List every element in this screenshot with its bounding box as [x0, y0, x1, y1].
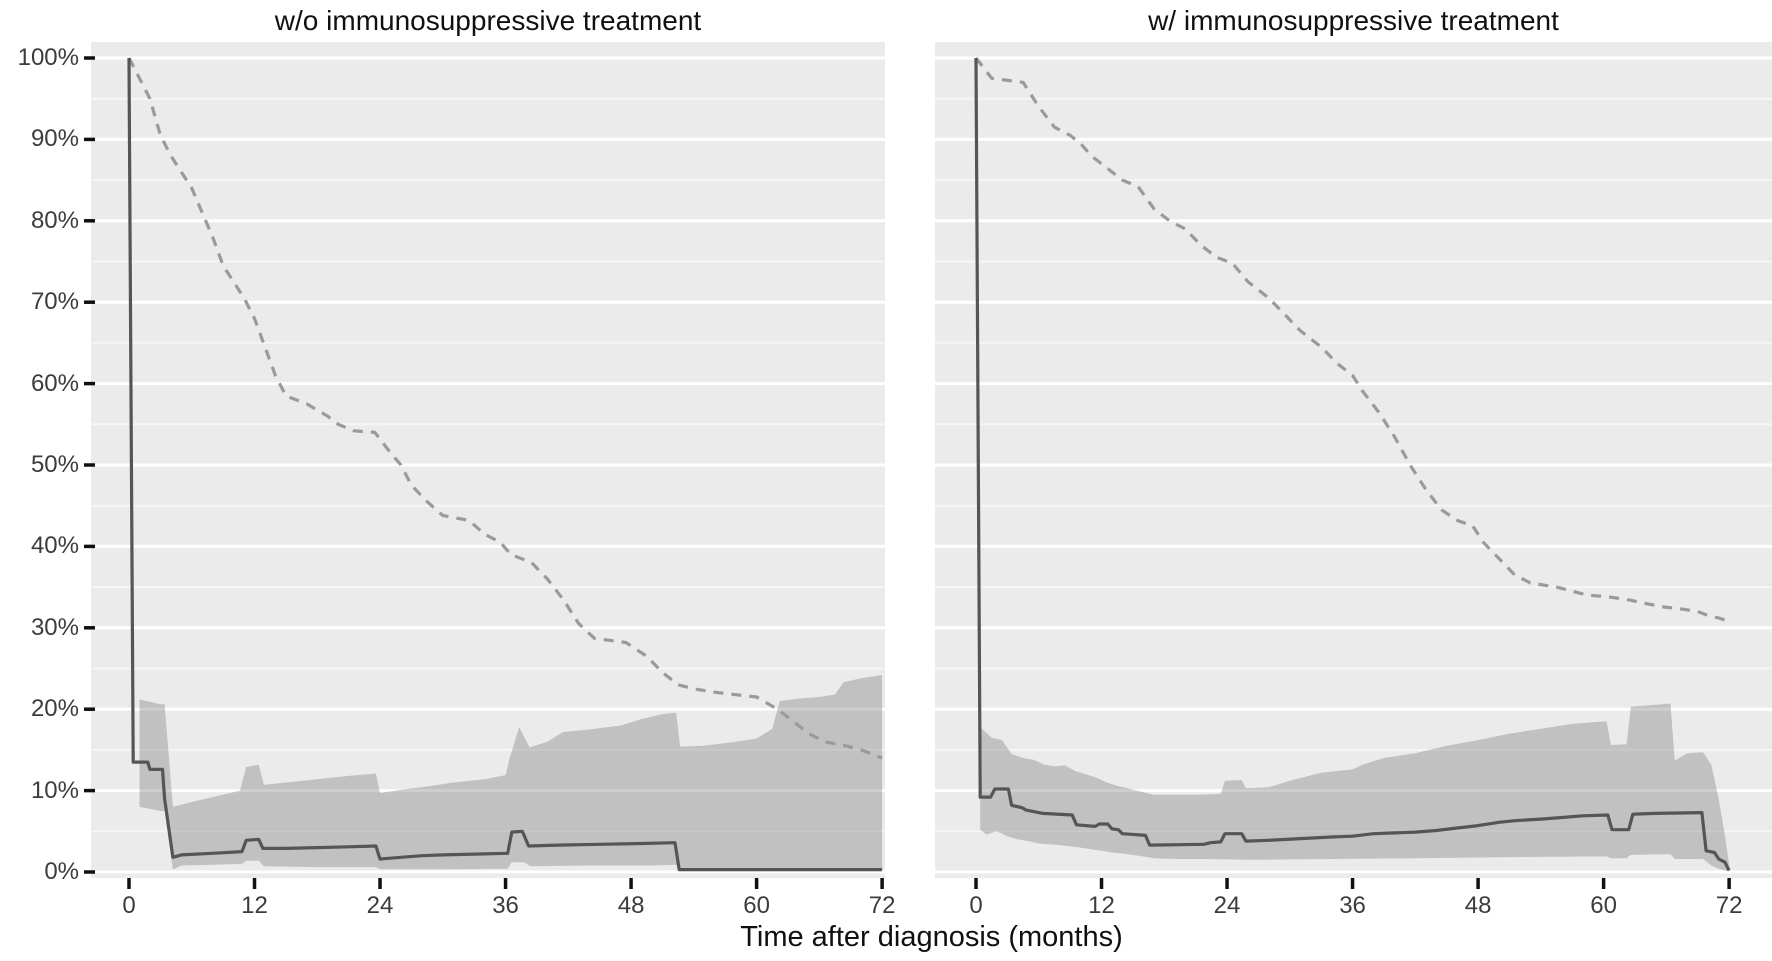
- y-tick-label: 40%: [30, 532, 79, 560]
- x-tick-label: 0: [969, 892, 983, 919]
- panel-background: [91, 42, 885, 878]
- x-tick-label: 24: [366, 892, 394, 919]
- event-probability-solid: [127, 57, 883, 872]
- y-tick-label: 60%: [30, 369, 79, 397]
- x-tick-label: 60: [1590, 892, 1617, 919]
- y-tick-label: 90%: [30, 125, 79, 153]
- x-tick-label: 0: [122, 892, 136, 919]
- panel-background: [935, 42, 1772, 878]
- x-tick-label: 48: [617, 892, 645, 919]
- x-tick-label: 48: [1464, 892, 1492, 919]
- x-tick-label: 72: [1715, 892, 1743, 919]
- x-tick-label: 12: [1088, 892, 1115, 919]
- y-tick-label: 20%: [30, 695, 79, 723]
- confidence-band: [980, 703, 1730, 872]
- panel-title-right: w/ immunosuppressive treatment: [1148, 5, 1559, 36]
- x-tick-label: 60: [743, 892, 770, 919]
- y-tick-label: 80%: [30, 206, 79, 234]
- y-tick-label: 70%: [30, 288, 79, 316]
- x-axis-title: Time after diagnosis (months): [740, 921, 1123, 953]
- facet-panel-1: [935, 42, 1772, 889]
- overall-survival-dashed: [127, 57, 883, 760]
- y-tick-label: 0%: [44, 858, 79, 885]
- x-tick-label: 24: [1213, 892, 1241, 919]
- panel-title-left: w/o immunosuppressive treatment: [274, 5, 702, 36]
- facet-panel-0: [91, 42, 885, 889]
- overall-survival-dashed: [974, 57, 1730, 623]
- x-tick-label: 12: [241, 892, 268, 919]
- y-tick-label: 10%: [30, 776, 79, 804]
- y-tick-label: 100%: [17, 44, 79, 71]
- event-probability-solid: [974, 57, 1731, 872]
- x-tick-label: 72: [868, 892, 896, 919]
- y-tick-label: 30%: [30, 613, 79, 641]
- x-tick-label: 36: [492, 892, 519, 919]
- y-tick-label: 50%: [30, 451, 79, 478]
- confidence-band: [139, 675, 883, 872]
- x-tick-label: 36: [1339, 892, 1366, 919]
